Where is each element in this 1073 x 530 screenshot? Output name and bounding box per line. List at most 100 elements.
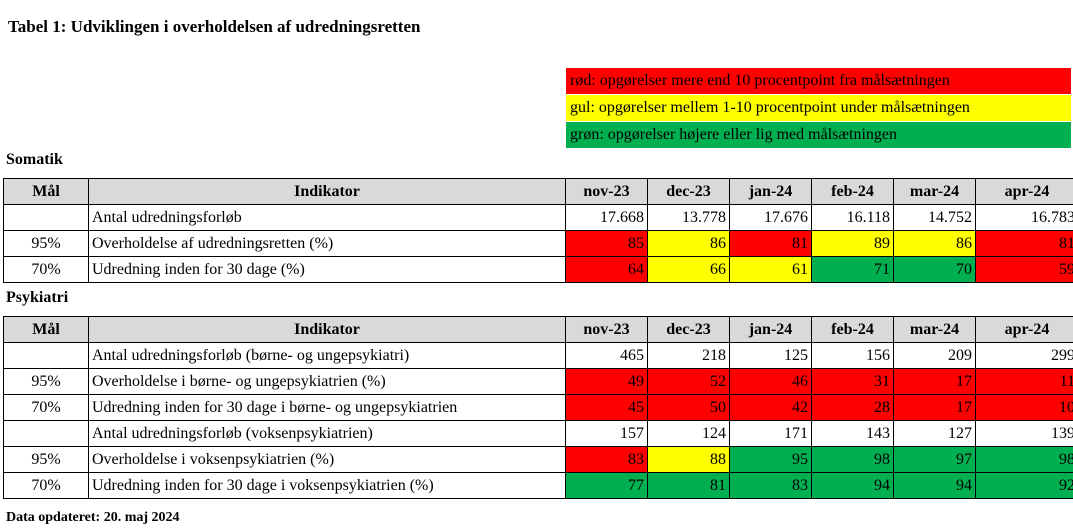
table-row: Antal udredningsforløb (børne- og ungeps… [3,342,1073,369]
header-month: apr-24 [975,316,1073,343]
indicator-cell: Overholdelse af udredningsretten (%) [88,230,566,257]
legend-green: grøn: opgørelser højere eller lig med må… [566,122,1071,148]
header-month: mar-24 [893,178,976,205]
value-cell: 42 [729,394,812,421]
value-cell: 64 [565,256,648,283]
value-cell: 465 [565,342,648,369]
value-cell: 45 [565,394,648,421]
table-row: Antal udredningsforløb (voksenpsykiatrie… [3,420,1073,447]
value-cell: 86 [647,230,730,257]
value-cell: 88 [647,446,730,473]
section-title-psykiatri: Psykiatri [6,289,69,306]
psykiatri-table: Mål Indikator nov-23 dec-23 jan-24 feb-24 mar-… [3,316,1073,499]
goal-cell: 70% [3,256,89,283]
value-cell: 14.752 [893,204,976,231]
value-cell: 89 [811,230,894,257]
header-month: dec-23 [647,178,730,205]
header-goal: Mål [3,316,89,343]
header-month: feb-24 [811,316,894,343]
value-cell: 81 [975,230,1073,257]
value-cell: 86 [893,230,976,257]
table-row: 95% Overholdelse i børne- og ungepsykiatr… [3,368,1073,395]
section-title-somatik: Somatik [6,151,63,168]
indicator-cell: Overholdelse i voksenpsykiatrien (%) [88,446,566,473]
value-cell: 157 [565,420,648,447]
value-cell: 125 [729,342,812,369]
value-cell: 28 [811,394,894,421]
header-month: feb-24 [811,178,894,205]
table-row: Antal udredningsforløb 17.668 13.778 17.676… [3,204,1073,231]
value-cell: 81 [729,230,812,257]
value-cell: 143 [811,420,894,447]
value-cell: 31 [811,368,894,395]
header-month: apr-24 [975,178,1073,205]
somatik-table: Mål Indikator nov-23 dec-23 jan-24 feb-24 mar-… [3,178,1073,283]
header-month: nov-23 [565,316,648,343]
header-indicator: Indikator [88,178,566,205]
value-cell: 85 [565,230,648,257]
value-cell: 83 [729,472,812,499]
legend-red: rød: opgørelser mere end 10 procentpoint… [566,68,1071,94]
goal-cell [3,204,89,231]
value-cell: 46 [729,368,812,395]
indicator-cell: Udredning inden for 30 dage i voksenpsyk… [88,472,566,499]
value-cell: 52 [647,368,730,395]
header-goal: Mål [3,178,89,205]
value-cell: 71 [811,256,894,283]
goal-cell: 70% [3,394,89,421]
value-cell: 49 [565,368,648,395]
table-row: 70% Udredning inden for 30 dage i børne- … [3,394,1073,421]
value-cell: 81 [647,472,730,499]
indicator-cell: Antal udredningsforløb (børne- og ungeps… [88,342,566,369]
goal-cell: 95% [3,446,89,473]
value-cell: 17 [893,368,976,395]
value-cell: 11 [975,368,1073,395]
value-cell: 124 [647,420,730,447]
value-cell: 98 [811,446,894,473]
indicator-cell: Antal udredningsforløb [88,204,566,231]
value-cell: 13.778 [647,204,730,231]
value-cell: 70 [893,256,976,283]
value-cell: 209 [893,342,976,369]
value-cell: 98 [975,446,1073,473]
goal-cell [3,342,89,369]
goal-cell [3,420,89,447]
header-month: dec-23 [647,316,730,343]
table-header-row: Mål Indikator nov-23 dec-23 jan-24 feb-24 mar-… [3,178,1073,205]
value-cell: 95 [729,446,812,473]
value-cell: 83 [565,446,648,473]
header-month: jan-24 [729,178,812,205]
header-indicator: Indikator [88,316,566,343]
value-cell: 59 [975,256,1073,283]
value-cell: 92 [975,472,1073,499]
value-cell: 50 [647,394,730,421]
indicator-cell: Udredning inden for 30 dage (%) [88,256,566,283]
value-cell: 218 [647,342,730,369]
value-cell: 156 [811,342,894,369]
header-month: nov-23 [565,178,648,205]
goal-cell: 70% [3,472,89,499]
updated-date: Data opdateret: 20. maj 2024 [6,510,180,525]
value-cell: 17.668 [565,204,648,231]
goal-cell: 95% [3,230,89,257]
value-cell: 77 [565,472,648,499]
value-cell: 139 [975,420,1073,447]
value-cell: 171 [729,420,812,447]
value-cell: 61 [729,256,812,283]
value-cell: 94 [811,472,894,499]
table-row: 95% Overholdelse i voksenpsykiatrien (%) 8… [3,446,1073,473]
value-cell: 127 [893,420,976,447]
color-legend: rød: opgørelser mere end 10 procentpoint… [566,68,1071,149]
table-header-row: Mål Indikator nov-23 dec-23 jan-24 feb-24 mar-… [3,316,1073,343]
goal-cell: 95% [3,368,89,395]
value-cell: 10 [975,394,1073,421]
table-row: 95% Overholdelse af udredningsretten (%) 8… [3,230,1073,257]
value-cell: 17 [893,394,976,421]
value-cell: 17.676 [729,204,812,231]
value-cell: 16.783 [975,204,1073,231]
header-month: jan-24 [729,316,812,343]
value-cell: 94 [893,472,976,499]
legend-yellow: gul: opgørelser mellem 1-10 procentpoint… [566,95,1071,121]
table-row: 70% Udredning inden for 30 dage i voksenp… [3,472,1073,499]
indicator-cell: Antal udredningsforløb (voksenpsykiatrie… [88,420,566,447]
